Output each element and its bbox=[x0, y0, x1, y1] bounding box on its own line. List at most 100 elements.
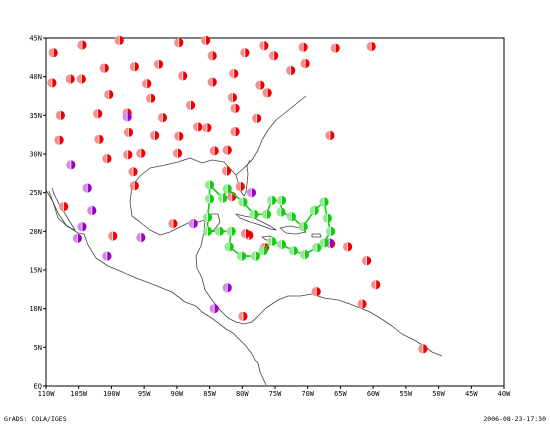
station-marker bbox=[209, 304, 219, 314]
station-marker-shade bbox=[342, 242, 348, 252]
station-marker bbox=[65, 160, 76, 170]
station-marker-shade bbox=[226, 191, 232, 202]
station-marker bbox=[141, 79, 152, 89]
x-tick-label: 60W bbox=[367, 390, 380, 398]
station-marker-shade bbox=[46, 78, 52, 88]
station-marker bbox=[65, 74, 75, 84]
y-tick-label: 5N bbox=[34, 344, 42, 352]
station-marker-shade bbox=[209, 146, 214, 156]
x-tick-label: 80W bbox=[236, 390, 249, 398]
station-marker-shade bbox=[325, 130, 330, 141]
y-tick-label: 25N bbox=[29, 189, 42, 197]
station-marker bbox=[55, 110, 65, 120]
station-marker-shade bbox=[185, 100, 191, 110]
station-marker bbox=[240, 48, 250, 58]
station-marker bbox=[173, 38, 184, 48]
station-marker-shade bbox=[258, 246, 263, 256]
station-marker-shade bbox=[65, 160, 71, 170]
station-marker-shade bbox=[58, 201, 64, 212]
station-marker-shade bbox=[298, 222, 303, 232]
station-marker-shade bbox=[202, 123, 207, 133]
station-marker bbox=[300, 58, 310, 69]
station-marker-shade bbox=[128, 167, 133, 177]
station-marker-shade bbox=[92, 109, 98, 119]
station-marker bbox=[114, 35, 124, 45]
station-marker bbox=[251, 113, 262, 124]
station-marker-shade bbox=[322, 213, 328, 223]
station-marker-shade bbox=[209, 304, 214, 314]
station-marker bbox=[322, 213, 332, 223]
station-marker bbox=[342, 242, 353, 252]
station-marker bbox=[319, 238, 329, 248]
x-tick-label: 55W bbox=[400, 390, 413, 398]
x-tick-label: 100W bbox=[103, 390, 121, 398]
station-marker bbox=[123, 127, 134, 137]
station-marker-shade bbox=[255, 80, 260, 90]
station-marker-shade bbox=[417, 344, 423, 354]
station-marker bbox=[209, 146, 219, 156]
station-marker bbox=[311, 242, 322, 253]
station-marker bbox=[285, 65, 296, 76]
station-marker bbox=[101, 251, 112, 261]
station-marker bbox=[226, 226, 236, 236]
station-marker-shade bbox=[228, 68, 234, 79]
station-marker-shade bbox=[82, 183, 87, 193]
station-marker bbox=[188, 219, 198, 229]
station-marker bbox=[76, 74, 86, 84]
station-marker bbox=[101, 154, 112, 164]
station-marker bbox=[238, 311, 248, 321]
station-marker-shade bbox=[153, 59, 159, 69]
station-marker bbox=[288, 246, 298, 256]
station-marker bbox=[261, 209, 272, 219]
x-tick-label: 90W bbox=[171, 390, 184, 398]
station-marker bbox=[230, 103, 240, 113]
station-marker bbox=[145, 93, 156, 103]
station-marker bbox=[361, 256, 372, 266]
station-marker-shade bbox=[54, 135, 59, 145]
station-marker bbox=[46, 78, 57, 88]
station-marker bbox=[222, 184, 232, 194]
y-axis: EQ 5N 10N 15N 20N 25N 30N 35N 40N 45N bbox=[29, 35, 46, 391]
station-marker bbox=[217, 193, 228, 203]
station-marker bbox=[357, 299, 367, 309]
station-marker-shade bbox=[94, 134, 99, 144]
station-marker bbox=[99, 63, 109, 73]
station-marker bbox=[200, 35, 211, 45]
station-marker bbox=[48, 48, 58, 58]
station-marker bbox=[185, 100, 196, 110]
station-marker-shade bbox=[200, 35, 206, 45]
station-marker-shade bbox=[299, 249, 305, 260]
station-marker-shade bbox=[173, 38, 179, 48]
plot-frame bbox=[45, 37, 505, 387]
station-marker-shade bbox=[55, 110, 61, 120]
station-marker bbox=[249, 209, 259, 219]
station-marker-shade bbox=[172, 148, 178, 158]
station-marker-shade bbox=[370, 280, 376, 290]
station-marker bbox=[92, 109, 103, 119]
station-marker-shade bbox=[214, 226, 220, 236]
station-marker bbox=[258, 41, 269, 51]
station-marker bbox=[157, 113, 168, 123]
station-marker-shade bbox=[207, 51, 212, 61]
station-marker bbox=[128, 167, 138, 177]
y-tick-label: 20N bbox=[29, 228, 42, 236]
station-marker-shade bbox=[246, 188, 252, 198]
station-marker bbox=[235, 181, 245, 192]
station-marker-shade bbox=[224, 242, 229, 252]
station-marker bbox=[238, 197, 248, 207]
x-tick-label: 45W bbox=[465, 390, 478, 398]
y-tick-label: 45N bbox=[29, 35, 42, 43]
station-marker bbox=[202, 212, 213, 223]
station-marker bbox=[72, 233, 83, 243]
station-marker bbox=[309, 205, 319, 216]
station-marker bbox=[228, 68, 239, 79]
station-marker bbox=[94, 134, 104, 144]
x-tick-label: 70W bbox=[301, 390, 314, 398]
station-marker-shade bbox=[238, 311, 243, 321]
station-marker-shade bbox=[249, 209, 254, 219]
footer-left: GrADS: COLA/IGES bbox=[4, 415, 67, 423]
x-tick-label: 105W bbox=[70, 390, 88, 398]
station-marker bbox=[202, 123, 212, 133]
station-marker bbox=[258, 246, 268, 256]
station-marker-shade bbox=[168, 219, 173, 229]
